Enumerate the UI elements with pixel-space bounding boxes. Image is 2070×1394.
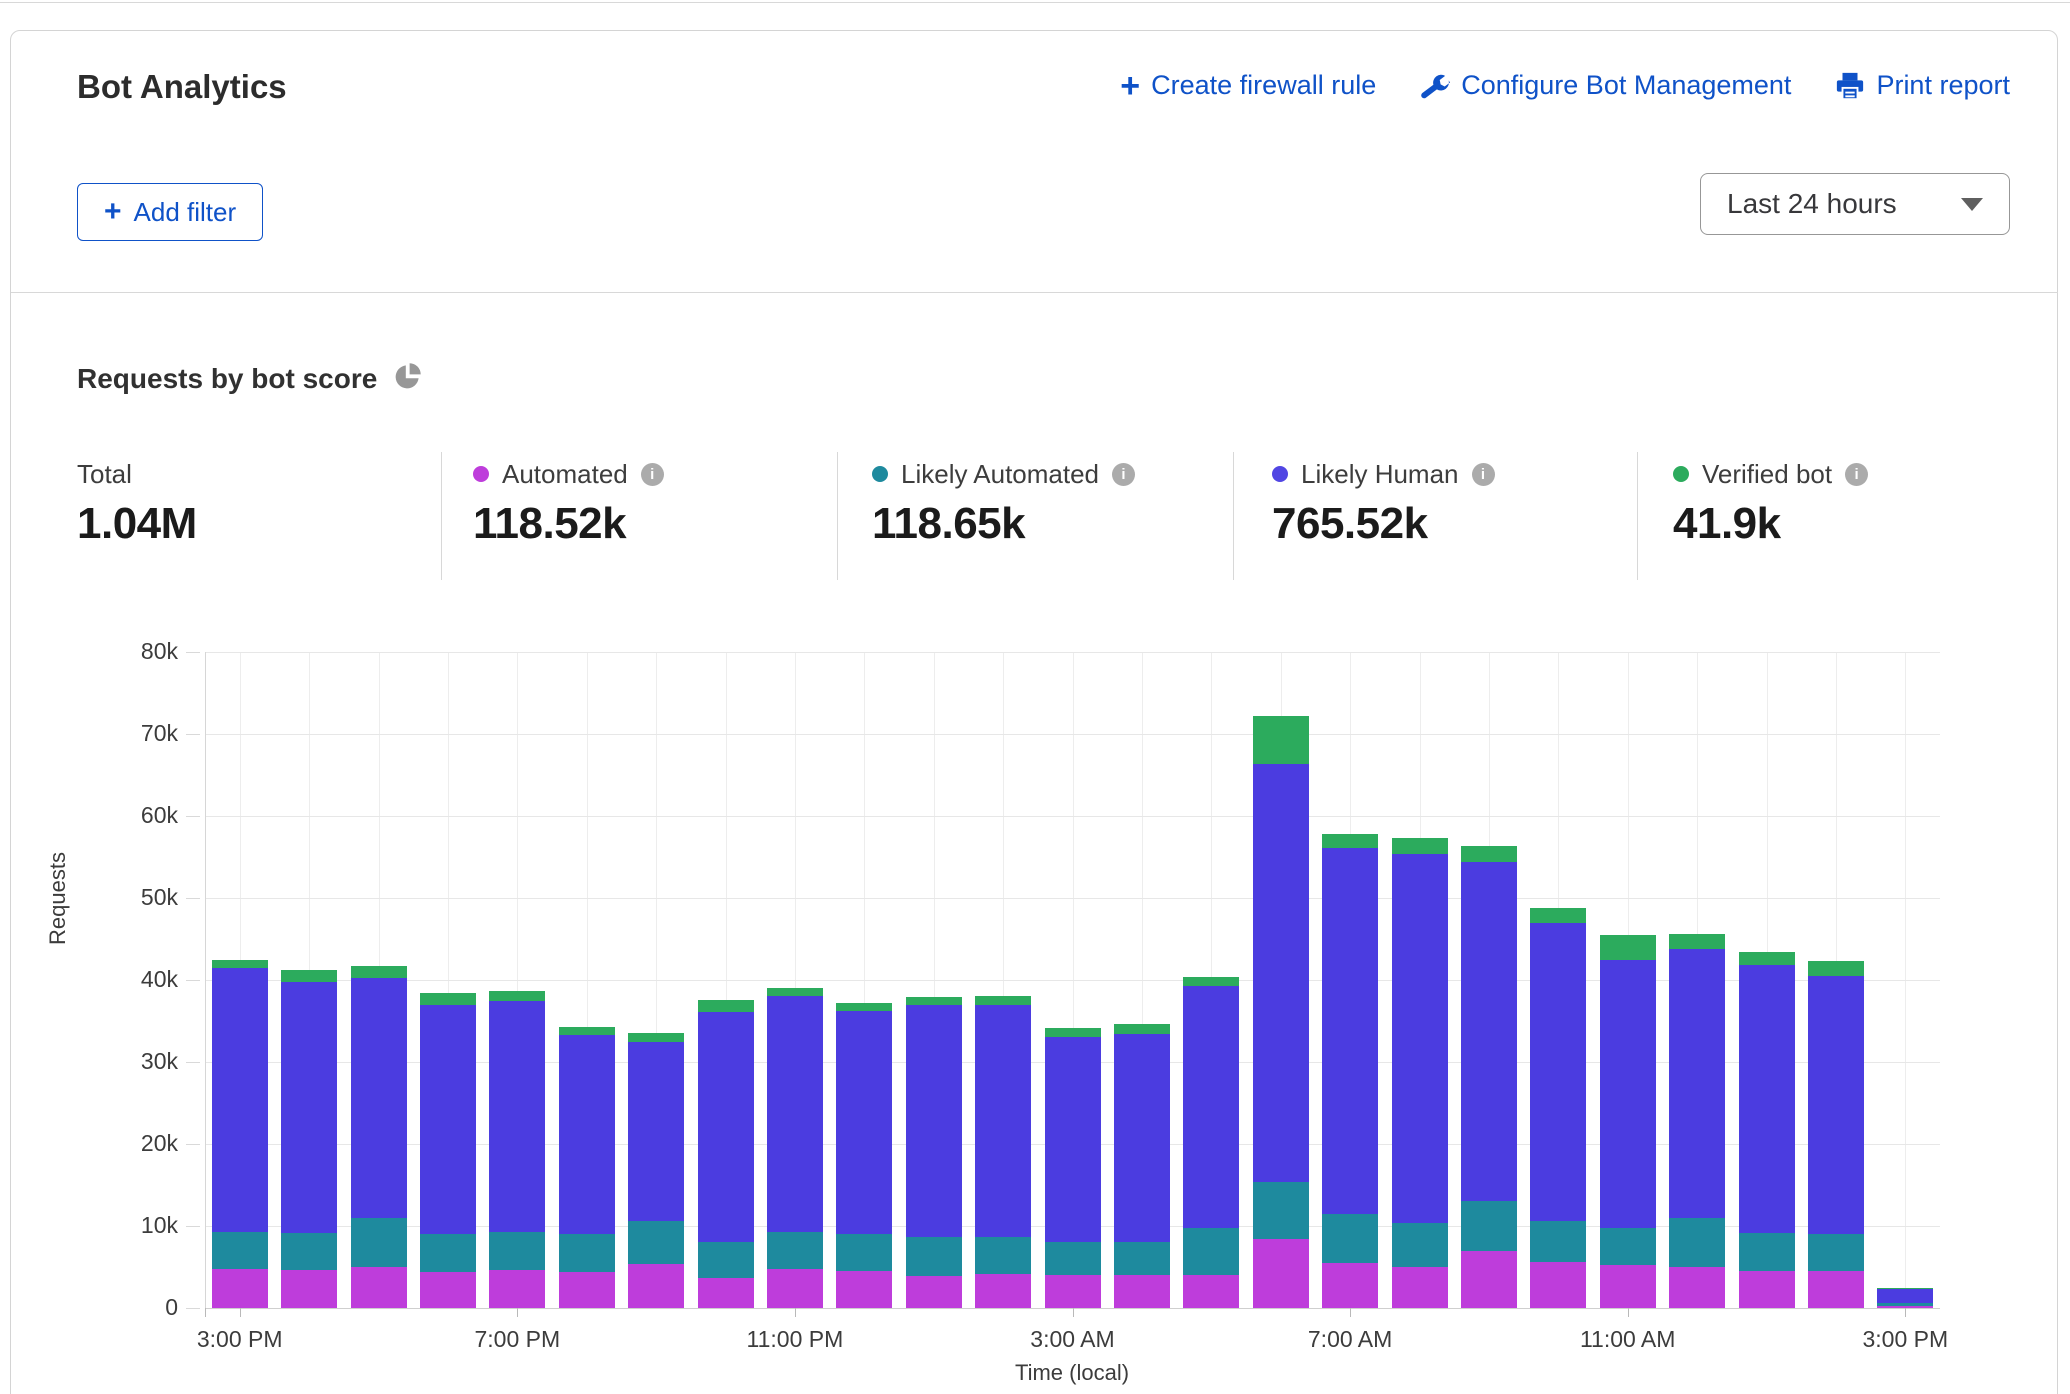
- action-label: Create firewall rule: [1151, 70, 1377, 100]
- info-icon[interactable]: i: [640, 462, 664, 486]
- time-range-value: Last 24 hours: [1727, 188, 1897, 219]
- top-divider: [0, 2, 2070, 3]
- action-label: Print report: [1876, 70, 2010, 100]
- stat-divider: [1637, 452, 1638, 580]
- action-label: Configure Bot Management: [1461, 70, 1792, 100]
- stat-divider: [441, 452, 442, 580]
- info-icon[interactable]: i: [1112, 462, 1136, 486]
- stat-total: Total 1.04M: [77, 458, 197, 549]
- stat-divider: [1233, 452, 1234, 580]
- stats-row: Total 1.04M Automated i 118.52k Likely A…: [0, 452, 2070, 584]
- stat-value: 1.04M: [77, 499, 197, 548]
- wrench-icon: [1420, 71, 1451, 101]
- stat-likely-human: Likely Human i 765.52k: [1272, 458, 1495, 549]
- stat-automated: Automated i 118.52k: [473, 458, 664, 549]
- info-icon[interactable]: i: [1471, 462, 1495, 486]
- stat-label: Verified bot: [1702, 458, 1833, 489]
- time-range-select[interactable]: Last 24 hours: [1700, 173, 2010, 235]
- plus-icon: +: [104, 195, 122, 228]
- page-title: Bot Analytics: [77, 68, 287, 105]
- chevron-down-icon: [1961, 197, 1983, 211]
- configure-bot-management-link[interactable]: Configure Bot Management: [1420, 70, 1791, 101]
- stat-verified-bot: Verified bot i 41.9k: [1673, 458, 1869, 549]
- automated-legend-dot: [473, 466, 489, 482]
- stat-value: 765.52k: [1272, 499, 1428, 548]
- stat-label: Likely Human: [1301, 458, 1459, 489]
- section-title: Requests by bot score: [77, 363, 378, 394]
- stat-label: Likely Automated: [901, 458, 1100, 489]
- add-filter-button[interactable]: + Add filter: [77, 183, 264, 241]
- stat-value: 118.65k: [872, 499, 1026, 548]
- print-report-link[interactable]: Print report: [1835, 70, 2010, 101]
- stat-likely-automated: Likely Automated i 118.65k: [872, 458, 1136, 549]
- printer-icon: [1835, 71, 1865, 101]
- verified-bot-legend-dot: [1673, 466, 1689, 482]
- stat-divider: [837, 452, 838, 580]
- info-icon[interactable]: i: [1845, 462, 1869, 486]
- add-filter-label: Add filter: [133, 196, 237, 227]
- create-firewall-rule-link[interactable]: + Create firewall rule: [1120, 66, 1377, 105]
- stat-value: 118.52k: [473, 499, 627, 548]
- stat-value: 41.9k: [1673, 499, 1781, 548]
- likely-human-legend-dot: [1272, 466, 1288, 482]
- section-divider: [11, 292, 2058, 293]
- stat-label: Automated: [502, 458, 628, 489]
- section-title-row: Requests by bot score: [77, 362, 422, 396]
- header-actions: + Create firewall rule Configure Bot Man…: [1120, 66, 2010, 105]
- pie-chart-icon: [393, 362, 422, 396]
- stat-label: Total: [77, 458, 132, 489]
- likely-automated-legend-dot: [872, 466, 888, 482]
- plus-icon: +: [1120, 66, 1141, 105]
